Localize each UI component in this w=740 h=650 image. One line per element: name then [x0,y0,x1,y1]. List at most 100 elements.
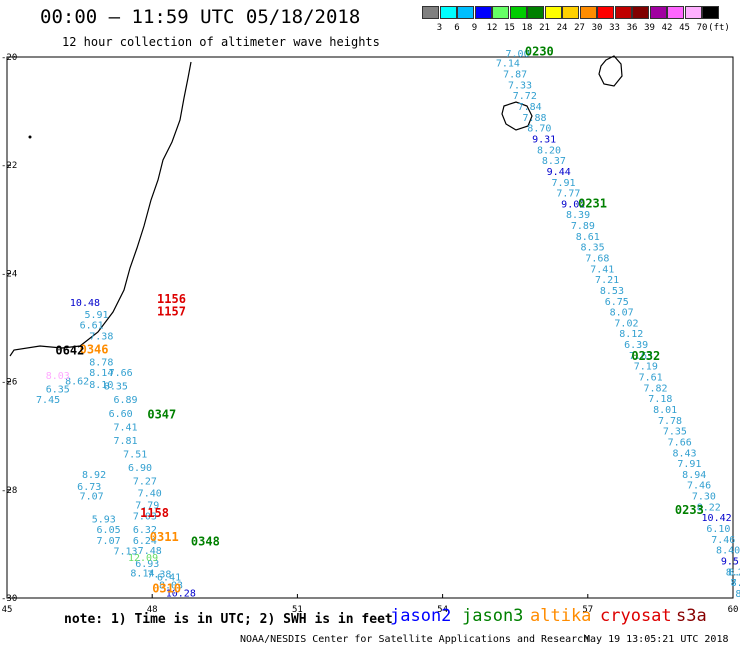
pass-time-label: 0230 [525,44,554,58]
reunion-coastline [501,101,533,131]
legend-cryosat: cryosat [600,606,672,626]
swh-value: 6.73 [77,482,101,493]
swh-value: 8.14 [89,368,113,379]
swh-value: 8.03 [159,580,183,591]
swh-value: 7.41 [590,264,614,275]
color-scale-label: 33 [609,23,620,33]
swh-value: 7.21 [595,275,619,286]
lon-tick-label: 48 [147,605,158,615]
swh-value: 7.00 [506,49,530,60]
swh-value: 8.22 [697,502,721,513]
swh-value: 7.87 [503,70,527,81]
swh-value: 6.32 [133,525,157,536]
color-swatch [632,6,649,19]
color-scale-label: 9 [471,23,478,33]
swh-value: 8.92 [82,470,106,481]
color-swatch [667,6,684,19]
swh-value: 9.51 [721,556,740,567]
lat-tick-label: -24 [1,269,17,279]
map-frame [6,56,734,599]
color-scale-label: 39 [644,23,655,33]
swh-value: 8.43 [673,448,697,459]
generation-timestamp: May 19 13:05:21 UTC 2018 [584,634,729,645]
mauritius-coastline [598,55,623,87]
map-subtitle: 12 hour collection of altimeter wave hei… [62,35,380,49]
swh-value: 8.12 [619,329,643,340]
swh-value: 8.10 [89,380,113,391]
swh-value: 7.51 [123,449,147,460]
pass-time-label: 0310 [152,582,181,596]
swh-value: 7.63 [629,351,653,362]
swh-value: 5.93 [92,514,116,525]
swh-value: 5.91 [84,310,108,321]
color-swatch [492,6,509,19]
legend-jason2: jason2 [390,606,452,626]
color-scale-label: 42 [661,23,673,33]
color-scale-label: 27 [574,23,585,33]
lat-tick-label: -30 [1,594,17,604]
swh-value: 8.14 [130,568,154,579]
color-swatch [684,6,702,19]
swh-value: 7.66 [668,437,692,448]
swh-value: 8.43 [728,567,740,578]
swh-value: 8.61 [576,232,600,243]
footer-note: note: 1) Time is in UTC; 2) SWH is in fe… [64,612,393,627]
lon-tick-label: 45 [2,605,13,615]
island-dot [28,135,32,139]
swh-value: 7.61 [639,373,663,384]
swh-value: 6.75 [605,297,629,308]
legend-jason3: jason3 [462,606,524,626]
swh-value: 7.78 [658,416,682,427]
pass-time-label: 0348 [191,535,220,549]
swh-value: 6.10 [706,524,730,535]
swh-value: 7.77 [556,189,580,200]
swh-value: 10.42 [702,513,732,524]
legend-altika: altika [530,606,592,626]
map-title: 00:00 – 11:59 UTC 05/18/2018 [40,6,361,28]
color-scale-label: 15 [504,23,515,33]
color-scale-unit: (ft) [708,23,730,33]
swh-value: 7.45 [36,395,60,406]
swh-value: 6.61 [80,321,104,332]
pass-time-label: 0233 [675,503,704,517]
credit-line: NOAA/NESDIS Center for Satellite Applica… [240,634,590,645]
color-swatch [579,6,597,19]
color-scale-label: 18 [521,23,533,33]
swh-value: 7.81 [113,436,137,447]
swh-value: 8.94 [682,470,706,481]
swh-value: 7.82 [643,383,667,394]
color-swatch [597,6,614,19]
swh-value: 7.40 [138,488,162,499]
swh-value: 8.39 [566,210,590,221]
pass-time-label: 0231 [578,196,607,210]
swh-value: 8.37 [542,156,566,167]
swh-value: 7.30 [692,492,716,503]
swh-value: 7.41 [113,422,137,433]
swh-value: 7.13 [113,547,137,558]
swh-value: 6.39 [624,340,648,351]
swh-value: 7.33 [508,80,532,91]
swh-value: 7.38 [89,331,113,342]
pass-time-label: 1156 [157,292,186,306]
swh-value: 8.40 [716,546,740,557]
color-swatch [562,6,579,19]
color-swatch [474,6,492,19]
swh-value: 7.27 [133,476,157,487]
color-swatch [649,6,667,19]
pass-time-label: 1157 [157,305,186,319]
swh-value: 7.14 [496,59,520,70]
swh-value: 7.84 [518,102,542,113]
lat-tick-label: -20 [1,53,17,63]
swh-value: 8.62 [65,376,89,387]
swh-value: 7.79 [135,501,159,512]
swh-value: 7.91 [677,459,701,470]
color-swatch [702,6,719,19]
swh-value: 6.41 [157,573,181,584]
swh-value: 8.70 [527,124,551,135]
color-scale-label: 24 [556,23,568,33]
swh-value: 8.35 [104,382,128,393]
swh-value: 7.88 [522,113,546,124]
swh-value: 6.93 [135,559,159,570]
color-scale-label: 36 [626,23,638,33]
pass-time-label: 0346 [80,342,109,356]
